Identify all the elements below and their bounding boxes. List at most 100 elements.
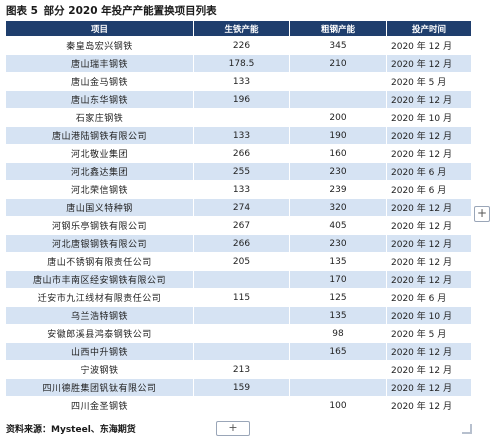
cell-project: 迁安市九江线材有限责任公司: [5, 288, 194, 307]
cell-iron-capacity: 267: [193, 216, 290, 235]
cell-steel-capacity: [289, 72, 387, 91]
cell-project: 唐山港陆钢铁有限公司: [5, 126, 194, 145]
cell-project: 四川金圣钢铁: [5, 396, 194, 415]
cell-start-date: 2020 年 12 月: [386, 270, 472, 289]
cell-project: 安徽郎溪县鸿泰钢铁公司: [5, 324, 194, 343]
cell-iron-capacity: 266: [193, 144, 290, 163]
cell-project: 唐山市丰南区经安钢铁有限公司: [5, 270, 194, 289]
cell-steel-capacity: 405: [289, 216, 387, 235]
header-start-date: 投产时间: [386, 20, 472, 37]
cell-project: 唐山国义特种钢: [5, 198, 194, 217]
cell-steel-capacity: [289, 360, 387, 379]
cell-project: 河北鑫达集团: [5, 162, 194, 181]
cell-iron-capacity: 178.5: [193, 54, 290, 73]
source-note: 资料来源：Mysteel、东海期货: [6, 425, 136, 435]
cell-steel-capacity: 345: [289, 36, 387, 55]
table-row: 乌兰浩特钢铁 135 2020 年 10 月: [5, 306, 472, 325]
add-column-button[interactable]: +: [474, 206, 490, 222]
cell-start-date: 2020 年 12 月: [386, 234, 472, 253]
cell-start-date: 2020 年 12 月: [386, 216, 472, 235]
cell-steel-capacity: 200: [289, 108, 387, 127]
table-row: 河北唐银钢铁有限公司 266 230 2020 年 12 月: [5, 234, 472, 253]
table-row: 山西中升钢铁 165 2020 年 12 月: [5, 342, 472, 361]
cell-iron-capacity: [193, 270, 290, 289]
figure-number: 图表 5: [6, 5, 38, 17]
table-row: 安徽郎溪县鸿泰钢铁公司 98 2020 年 5 月: [5, 324, 472, 343]
cell-iron-capacity: 266: [193, 234, 290, 253]
cell-iron-capacity: 133: [193, 126, 290, 145]
cell-steel-capacity: 230: [289, 234, 387, 253]
cell-start-date: 2020 年 5 月: [386, 324, 472, 343]
cell-project: 唐山瑞丰钢铁: [5, 54, 194, 73]
cell-steel-capacity: 230: [289, 162, 387, 181]
cell-project: 河北唐银钢铁有限公司: [5, 234, 194, 253]
capacity-replacement-table: 项目 生铁产能 粗钢产能 投产时间 秦皇岛宏兴钢铁 226 345 2020 年 12…: [5, 20, 472, 415]
cell-start-date: 2020 年 12 月: [386, 144, 472, 163]
table-row: 宁波钢铁 213 2020 年 12 月: [5, 360, 472, 379]
cell-steel-capacity: 320: [289, 198, 387, 217]
cell-project: 唐山东华钢铁: [5, 90, 194, 109]
cell-steel-capacity: 210: [289, 54, 387, 73]
cell-project: 山西中升钢铁: [5, 342, 194, 361]
table-row: 唐山瑞丰钢铁 178.5 210 2020 年 12 月: [5, 54, 472, 73]
cell-iron-capacity: 133: [193, 180, 290, 199]
table-row: 河北荣信钢铁 133 239 2020 年 6 月: [5, 180, 472, 199]
cell-steel-capacity: 160: [289, 144, 387, 163]
cell-project: 河钢乐亭钢铁有限公司: [5, 216, 194, 235]
cell-project: 唐山金马钢铁: [5, 72, 194, 91]
figure-caption: 部分 2020 年投产产能置换项目列表: [43, 5, 217, 17]
resize-handle[interactable]: [462, 424, 472, 434]
cell-start-date: 2020 年 6 月: [386, 288, 472, 307]
cell-iron-capacity: 205: [193, 252, 290, 271]
header-iron-capacity: 生铁产能: [193, 20, 290, 37]
cell-iron-capacity: 213: [193, 360, 290, 379]
cell-steel-capacity: 100: [289, 396, 387, 415]
cell-project: 宁波钢铁: [5, 360, 194, 379]
cell-steel-capacity: 135: [289, 252, 387, 271]
cell-project: 河北荣信钢铁: [5, 180, 194, 199]
cell-project: 秦皇岛宏兴钢铁: [5, 36, 194, 55]
table-row: 河北鑫达集团 255 230 2020 年 6 月: [5, 162, 472, 181]
cell-iron-capacity: 255: [193, 162, 290, 181]
header-steel-capacity: 粗钢产能: [289, 20, 387, 37]
cell-start-date: 2020 年 12 月: [386, 126, 472, 145]
cell-start-date: 2020 年 12 月: [386, 36, 472, 55]
cell-start-date: 2020 年 12 月: [386, 396, 472, 415]
cell-iron-capacity: 159: [193, 378, 290, 397]
add-row-button[interactable]: +: [216, 421, 250, 436]
cell-start-date: 2020 年 12 月: [386, 252, 472, 271]
table-row: 石家庄钢铁 200 2020 年 10 月: [5, 108, 472, 127]
cell-start-date: 2020 年 5 月: [386, 72, 472, 91]
cell-start-date: 2020 年 10 月: [386, 108, 472, 127]
cell-start-date: 2020 年 6 月: [386, 180, 472, 199]
table-header-row: 项目 生铁产能 粗钢产能 投产时间: [5, 20, 472, 37]
table-row: 迁安市九江线材有限责任公司 115 125 2020 年 6 月: [5, 288, 472, 307]
cell-start-date: 2020 年 12 月: [386, 198, 472, 217]
table-body: 秦皇岛宏兴钢铁 226 345 2020 年 12 月唐山瑞丰钢铁 178.5 210 20…: [5, 36, 472, 415]
cell-iron-capacity: 274: [193, 198, 290, 217]
table-row: 唐山国义特种钢 274 320 2020 年 12 月: [5, 198, 472, 217]
cell-project: 石家庄钢铁: [5, 108, 194, 127]
cell-start-date: 2020 年 12 月: [386, 90, 472, 109]
cell-start-date: 2020 年 12 月: [386, 360, 472, 379]
cell-iron-capacity: [193, 108, 290, 127]
table-row: 唐山东华钢铁 196 2020 年 12 月: [5, 90, 472, 109]
cell-steel-capacity: 239: [289, 180, 387, 199]
table-row: 唐山金马钢铁 133 2020 年 5 月: [5, 72, 472, 91]
cell-start-date: 2020 年 10 月: [386, 306, 472, 325]
cell-iron-capacity: [193, 306, 290, 325]
cell-start-date: 2020 年 12 月: [386, 54, 472, 73]
cell-start-date: 2020 年 6 月: [386, 162, 472, 181]
cell-iron-capacity: 133: [193, 72, 290, 91]
cell-iron-capacity: 115: [193, 288, 290, 307]
cell-steel-capacity: 170: [289, 270, 387, 289]
table-row: 唐山港陆钢铁有限公司 133 190 2020 年 12 月: [5, 126, 472, 145]
cell-start-date: 2020 年 12 月: [386, 378, 472, 397]
cell-steel-capacity: [289, 378, 387, 397]
table-row: 四川金圣钢铁 100 2020 年 12 月: [5, 396, 472, 415]
header-project: 项目: [5, 20, 194, 37]
cell-steel-capacity: 125: [289, 288, 387, 307]
cell-iron-capacity: 226: [193, 36, 290, 55]
cell-project: 唐山不锈钢有限责任公司: [5, 252, 194, 271]
cell-start-date: 2020 年 12 月: [386, 342, 472, 361]
